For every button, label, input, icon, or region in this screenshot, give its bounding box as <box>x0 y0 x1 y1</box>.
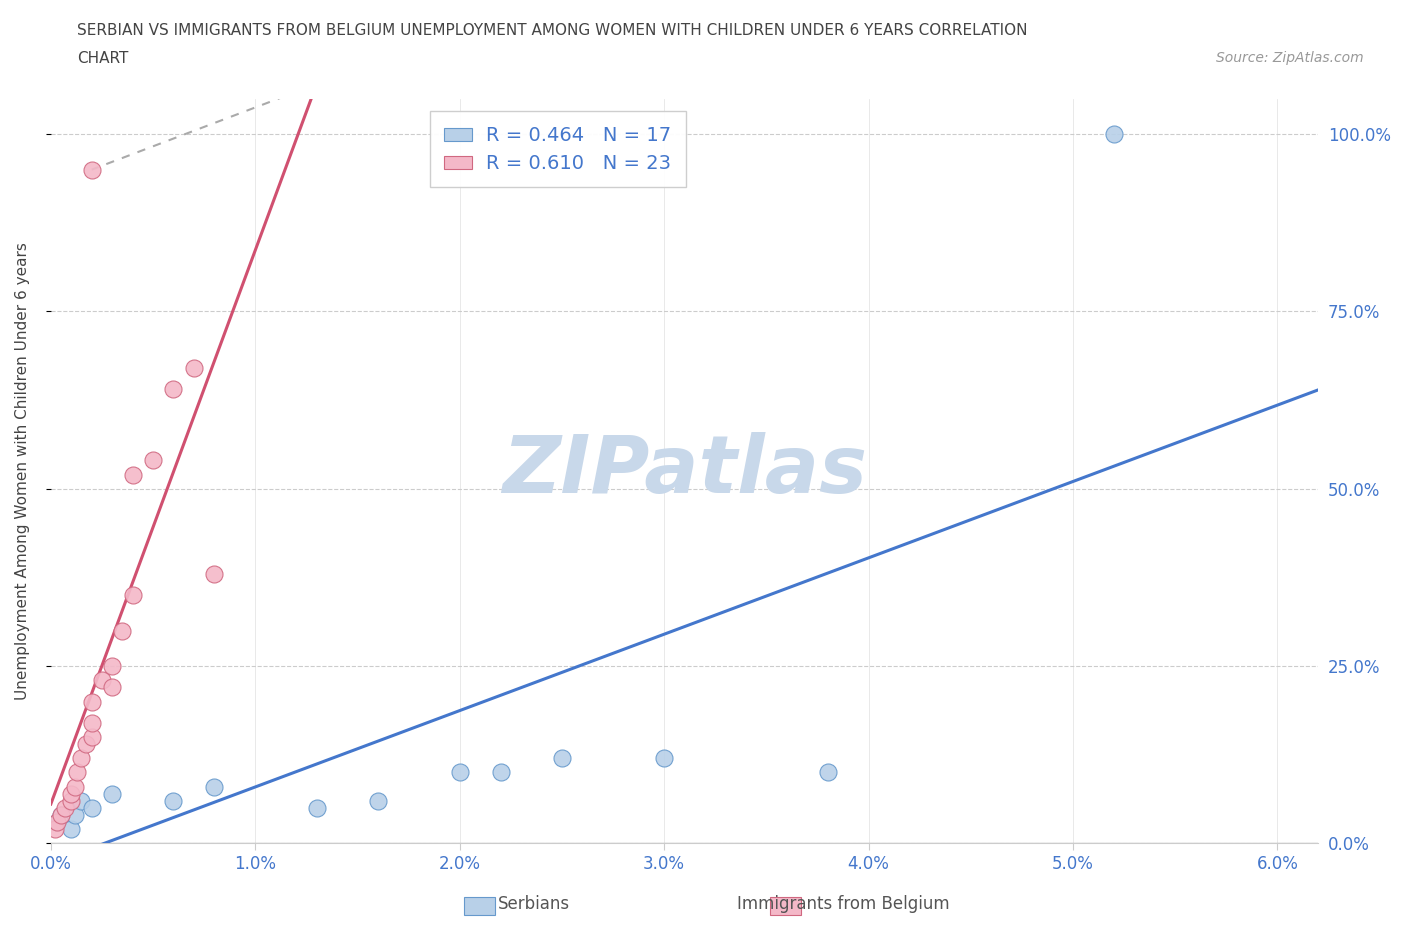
Text: Source: ZipAtlas.com: Source: ZipAtlas.com <box>1216 51 1364 65</box>
Point <box>367 793 389 808</box>
Point <box>70 793 93 808</box>
Text: SERBIAN VS IMMIGRANTS FROM BELGIUM UNEMPLOYMENT AMONG WOMEN WITH CHILDREN UNDER : SERBIAN VS IMMIGRANTS FROM BELGIUM UNEMP… <box>77 23 1028 38</box>
Point <box>80 162 103 177</box>
Point <box>65 807 87 822</box>
Point <box>142 453 165 468</box>
Point <box>80 715 103 730</box>
Point <box>46 815 69 830</box>
Point <box>652 751 675 765</box>
Point <box>101 786 124 801</box>
Text: ZIPatlas: ZIPatlas <box>502 432 868 510</box>
Point <box>65 779 87 794</box>
Legend: R = 0.464   N = 17, R = 0.610   N = 23: R = 0.464 N = 17, R = 0.610 N = 23 <box>430 112 686 187</box>
Point <box>111 623 134 638</box>
Point <box>80 729 103 744</box>
Point <box>101 658 124 673</box>
Point <box>817 765 839 780</box>
Point <box>101 680 124 695</box>
Text: CHART: CHART <box>77 51 129 66</box>
Text: Serbians: Serbians <box>498 895 571 913</box>
Point <box>80 801 103 816</box>
Point <box>121 588 143 603</box>
Point <box>1102 126 1125 141</box>
Point <box>305 801 328 816</box>
Point <box>91 672 114 687</box>
Point <box>162 793 184 808</box>
Point <box>75 737 97 751</box>
Point <box>60 822 83 837</box>
Point <box>449 765 471 780</box>
Point <box>60 786 83 801</box>
Point <box>70 751 93 765</box>
Point <box>46 815 69 830</box>
Point <box>551 751 574 765</box>
Point <box>60 793 83 808</box>
Point <box>202 566 225 581</box>
Point <box>202 779 225 794</box>
Point <box>80 694 103 709</box>
Point <box>162 382 184 397</box>
Point <box>66 765 89 780</box>
Y-axis label: Unemployment Among Women with Children Under 6 years: Unemployment Among Women with Children U… <box>15 242 30 700</box>
Point <box>49 807 72 822</box>
Point <box>183 361 205 376</box>
Point <box>489 765 512 780</box>
Text: Immigrants from Belgium: Immigrants from Belgium <box>737 895 950 913</box>
Point <box>44 822 66 837</box>
Point <box>53 801 76 816</box>
Point <box>121 467 143 482</box>
Point <box>49 807 72 822</box>
